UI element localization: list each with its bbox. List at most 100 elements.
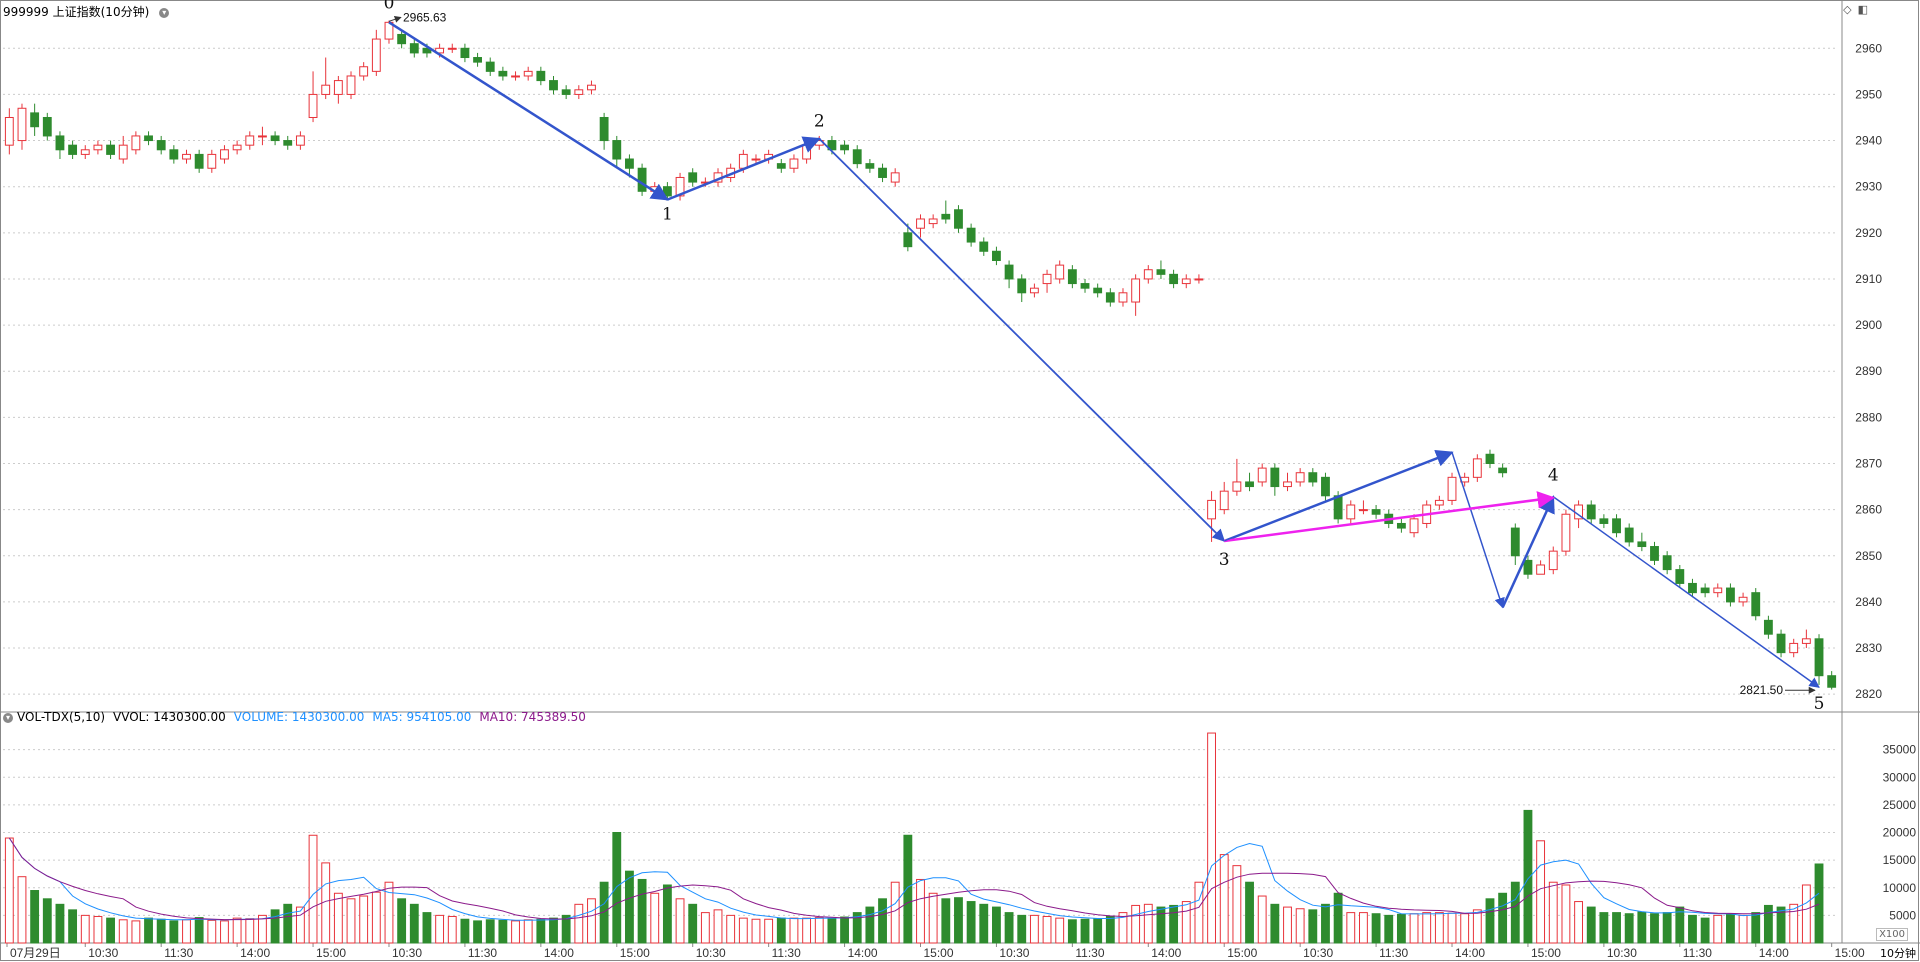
wave-label: 0 xyxy=(384,0,395,13)
low-annotation: 2821.50 xyxy=(1740,683,1784,697)
price-tick-label: 2860 xyxy=(1855,503,1882,517)
candle-body xyxy=(1232,481,1242,492)
volume-bar xyxy=(1624,913,1634,944)
wave-label: 5 xyxy=(1814,694,1825,714)
volume-bar xyxy=(1359,912,1368,944)
time-tick-label: 14:00 xyxy=(544,946,574,960)
candle-body xyxy=(776,163,786,169)
candle-body xyxy=(903,232,913,248)
volume-bar xyxy=(232,917,242,944)
volume-bar xyxy=(1523,809,1533,944)
volume-bar xyxy=(587,898,596,944)
panel-tools: ◇ ◧ xyxy=(1837,3,1868,16)
candle-body xyxy=(1548,550,1558,571)
volume-bar xyxy=(1055,917,1065,944)
candle-body xyxy=(371,38,381,72)
volume-dropdown-icon[interactable]: ▾ xyxy=(3,712,13,723)
candle-body xyxy=(662,186,672,197)
candle-body xyxy=(118,144,128,160)
candle-body xyxy=(1713,587,1723,594)
volume-bar xyxy=(561,914,571,944)
volume-bar xyxy=(1460,913,1470,944)
volume-bar xyxy=(1498,892,1508,944)
candle-body xyxy=(992,250,1001,262)
candle-body xyxy=(409,43,419,54)
volume-bar xyxy=(1004,912,1014,944)
volume-bar xyxy=(840,916,849,944)
candle-body xyxy=(1801,638,1811,644)
volume-bar xyxy=(1814,863,1824,944)
volume-bar xyxy=(1675,906,1685,944)
volume-bar xyxy=(1485,898,1495,944)
candle-body xyxy=(1219,490,1229,511)
volume-bar xyxy=(1396,913,1406,944)
candle-body xyxy=(840,144,849,151)
candle-body xyxy=(144,135,153,142)
time-tick-label: 11:30 xyxy=(1379,946,1408,960)
candle-body xyxy=(751,158,761,161)
volume-bar xyxy=(182,919,191,944)
panel-toggle-icon[interactable]: ◧ xyxy=(1857,3,1868,16)
candle-body xyxy=(789,158,799,169)
volume-bar xyxy=(1283,906,1292,944)
volume-bar xyxy=(979,903,989,944)
time-tick-label: 14:00 xyxy=(1759,946,1789,960)
wave-arrow xyxy=(666,136,821,201)
volume-tick-label: 15000 xyxy=(1883,853,1917,867)
volume-bar xyxy=(637,878,647,944)
candle-body xyxy=(245,135,255,146)
time-tick-label: 15:00 xyxy=(924,946,954,960)
volume-bar xyxy=(1093,918,1103,944)
volume-bar xyxy=(941,898,951,944)
time-tick-label: 14:00 xyxy=(848,946,878,960)
candle-body xyxy=(1726,587,1735,603)
candle-body xyxy=(1662,555,1672,571)
vvol-value: VVOL: 1430300.00 xyxy=(113,710,226,724)
volume-bar xyxy=(245,918,255,944)
time-tick-label: 15:00 xyxy=(1835,946,1865,960)
price-tick-label: 2920 xyxy=(1855,226,1882,240)
time-tick-label: 10:30 xyxy=(696,946,726,960)
period-label[interactable]: 10分钟 xyxy=(1880,947,1916,960)
volume-bar xyxy=(1586,906,1596,944)
volume-bar xyxy=(726,914,736,944)
time-tick-label: 14:00 xyxy=(240,946,270,960)
price-tick-label: 2830 xyxy=(1855,641,1882,655)
volume-bar xyxy=(1789,903,1799,944)
volume-bar xyxy=(131,920,141,944)
volume-bar xyxy=(1726,913,1735,944)
candle-body xyxy=(966,227,976,243)
volume-bar xyxy=(93,915,103,944)
volume-bar xyxy=(17,876,27,944)
candle-body xyxy=(587,84,596,91)
volume-bar xyxy=(549,917,558,944)
settings-dropdown-icon[interactable]: ▾ xyxy=(159,7,170,18)
wave-arrow xyxy=(818,138,1226,542)
volume-bar xyxy=(156,918,166,944)
volume-bar xyxy=(1346,912,1356,944)
candle-body xyxy=(1080,283,1090,289)
volume-bar xyxy=(1409,913,1419,944)
volume-bar xyxy=(1612,912,1621,944)
candle-body xyxy=(1700,587,1710,594)
volume-bar xyxy=(308,834,318,944)
wave-arrow xyxy=(1552,496,1820,688)
volume-bar xyxy=(1333,892,1343,944)
price-tick-label: 2910 xyxy=(1855,272,1882,286)
candle-body xyxy=(1650,546,1659,561)
volume-bar xyxy=(966,901,976,944)
time-tick-label: 15:00 xyxy=(1227,946,1257,960)
volume-bar xyxy=(612,832,622,944)
volume-bar xyxy=(1637,911,1647,944)
volume-bar xyxy=(1308,909,1318,944)
candle-body xyxy=(1207,499,1216,520)
volume-bar xyxy=(865,906,875,944)
volume-bar xyxy=(295,906,305,944)
volume-bar xyxy=(1219,854,1229,944)
volume-bar xyxy=(1384,914,1394,944)
candle-body xyxy=(928,218,938,225)
diamond-icon[interactable]: ◇ xyxy=(1843,3,1852,16)
volume-bar xyxy=(1245,881,1254,944)
candle-body xyxy=(1396,522,1406,529)
